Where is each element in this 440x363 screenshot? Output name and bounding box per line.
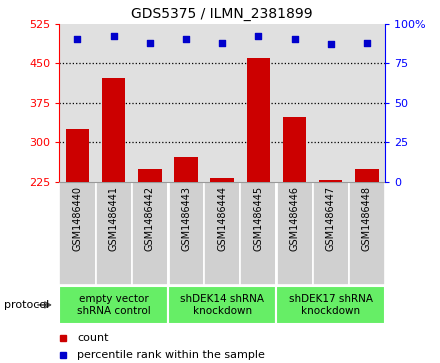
Text: GSM1486444: GSM1486444	[217, 185, 227, 250]
Text: protocol: protocol	[4, 300, 50, 310]
Text: GSM1486443: GSM1486443	[181, 185, 191, 250]
Bar	[168, 286, 276, 324]
Bar	[204, 182, 240, 285]
Point	[110, 33, 117, 39]
Bar	[313, 182, 349, 285]
Point	[74, 36, 81, 42]
Text: empty vector
shRNA control: empty vector shRNA control	[77, 294, 150, 316]
Bar	[276, 286, 385, 324]
Bar	[168, 182, 204, 285]
Point	[183, 36, 190, 42]
Point	[147, 40, 154, 45]
Bar	[283, 117, 306, 182]
Bar	[95, 182, 132, 285]
Bar	[102, 78, 125, 182]
Bar	[319, 180, 342, 182]
Text: percentile rank within the sample: percentile rank within the sample	[77, 350, 265, 360]
Bar	[174, 157, 198, 182]
Point	[327, 41, 334, 47]
Bar	[240, 182, 276, 285]
Point	[291, 36, 298, 42]
Point	[219, 40, 226, 45]
Text: GSM1486441: GSM1486441	[109, 185, 119, 250]
Bar	[66, 129, 89, 182]
Text: GSM1486445: GSM1486445	[253, 185, 264, 251]
Title: GDS5375 / ILMN_2381899: GDS5375 / ILMN_2381899	[132, 7, 313, 21]
Text: shDEK17 shRNA
knockdown: shDEK17 shRNA knockdown	[289, 294, 373, 316]
Text: count: count	[77, 333, 109, 343]
Text: GSM1486440: GSM1486440	[73, 185, 82, 250]
Bar	[276, 182, 313, 285]
Bar	[59, 286, 168, 324]
Bar	[246, 58, 270, 182]
Text: GSM1486447: GSM1486447	[326, 185, 336, 251]
Point	[363, 40, 370, 45]
Text: GSM1486448: GSM1486448	[362, 185, 372, 250]
Text: shDEK14 shRNA
knockdown: shDEK14 shRNA knockdown	[180, 294, 264, 316]
Bar	[138, 170, 161, 182]
Text: GSM1486446: GSM1486446	[290, 185, 300, 250]
Point	[255, 33, 262, 39]
Bar	[59, 182, 95, 285]
Bar	[349, 182, 385, 285]
Text: GSM1486442: GSM1486442	[145, 185, 155, 251]
Bar	[132, 182, 168, 285]
Bar	[210, 178, 234, 182]
Bar	[355, 170, 379, 182]
